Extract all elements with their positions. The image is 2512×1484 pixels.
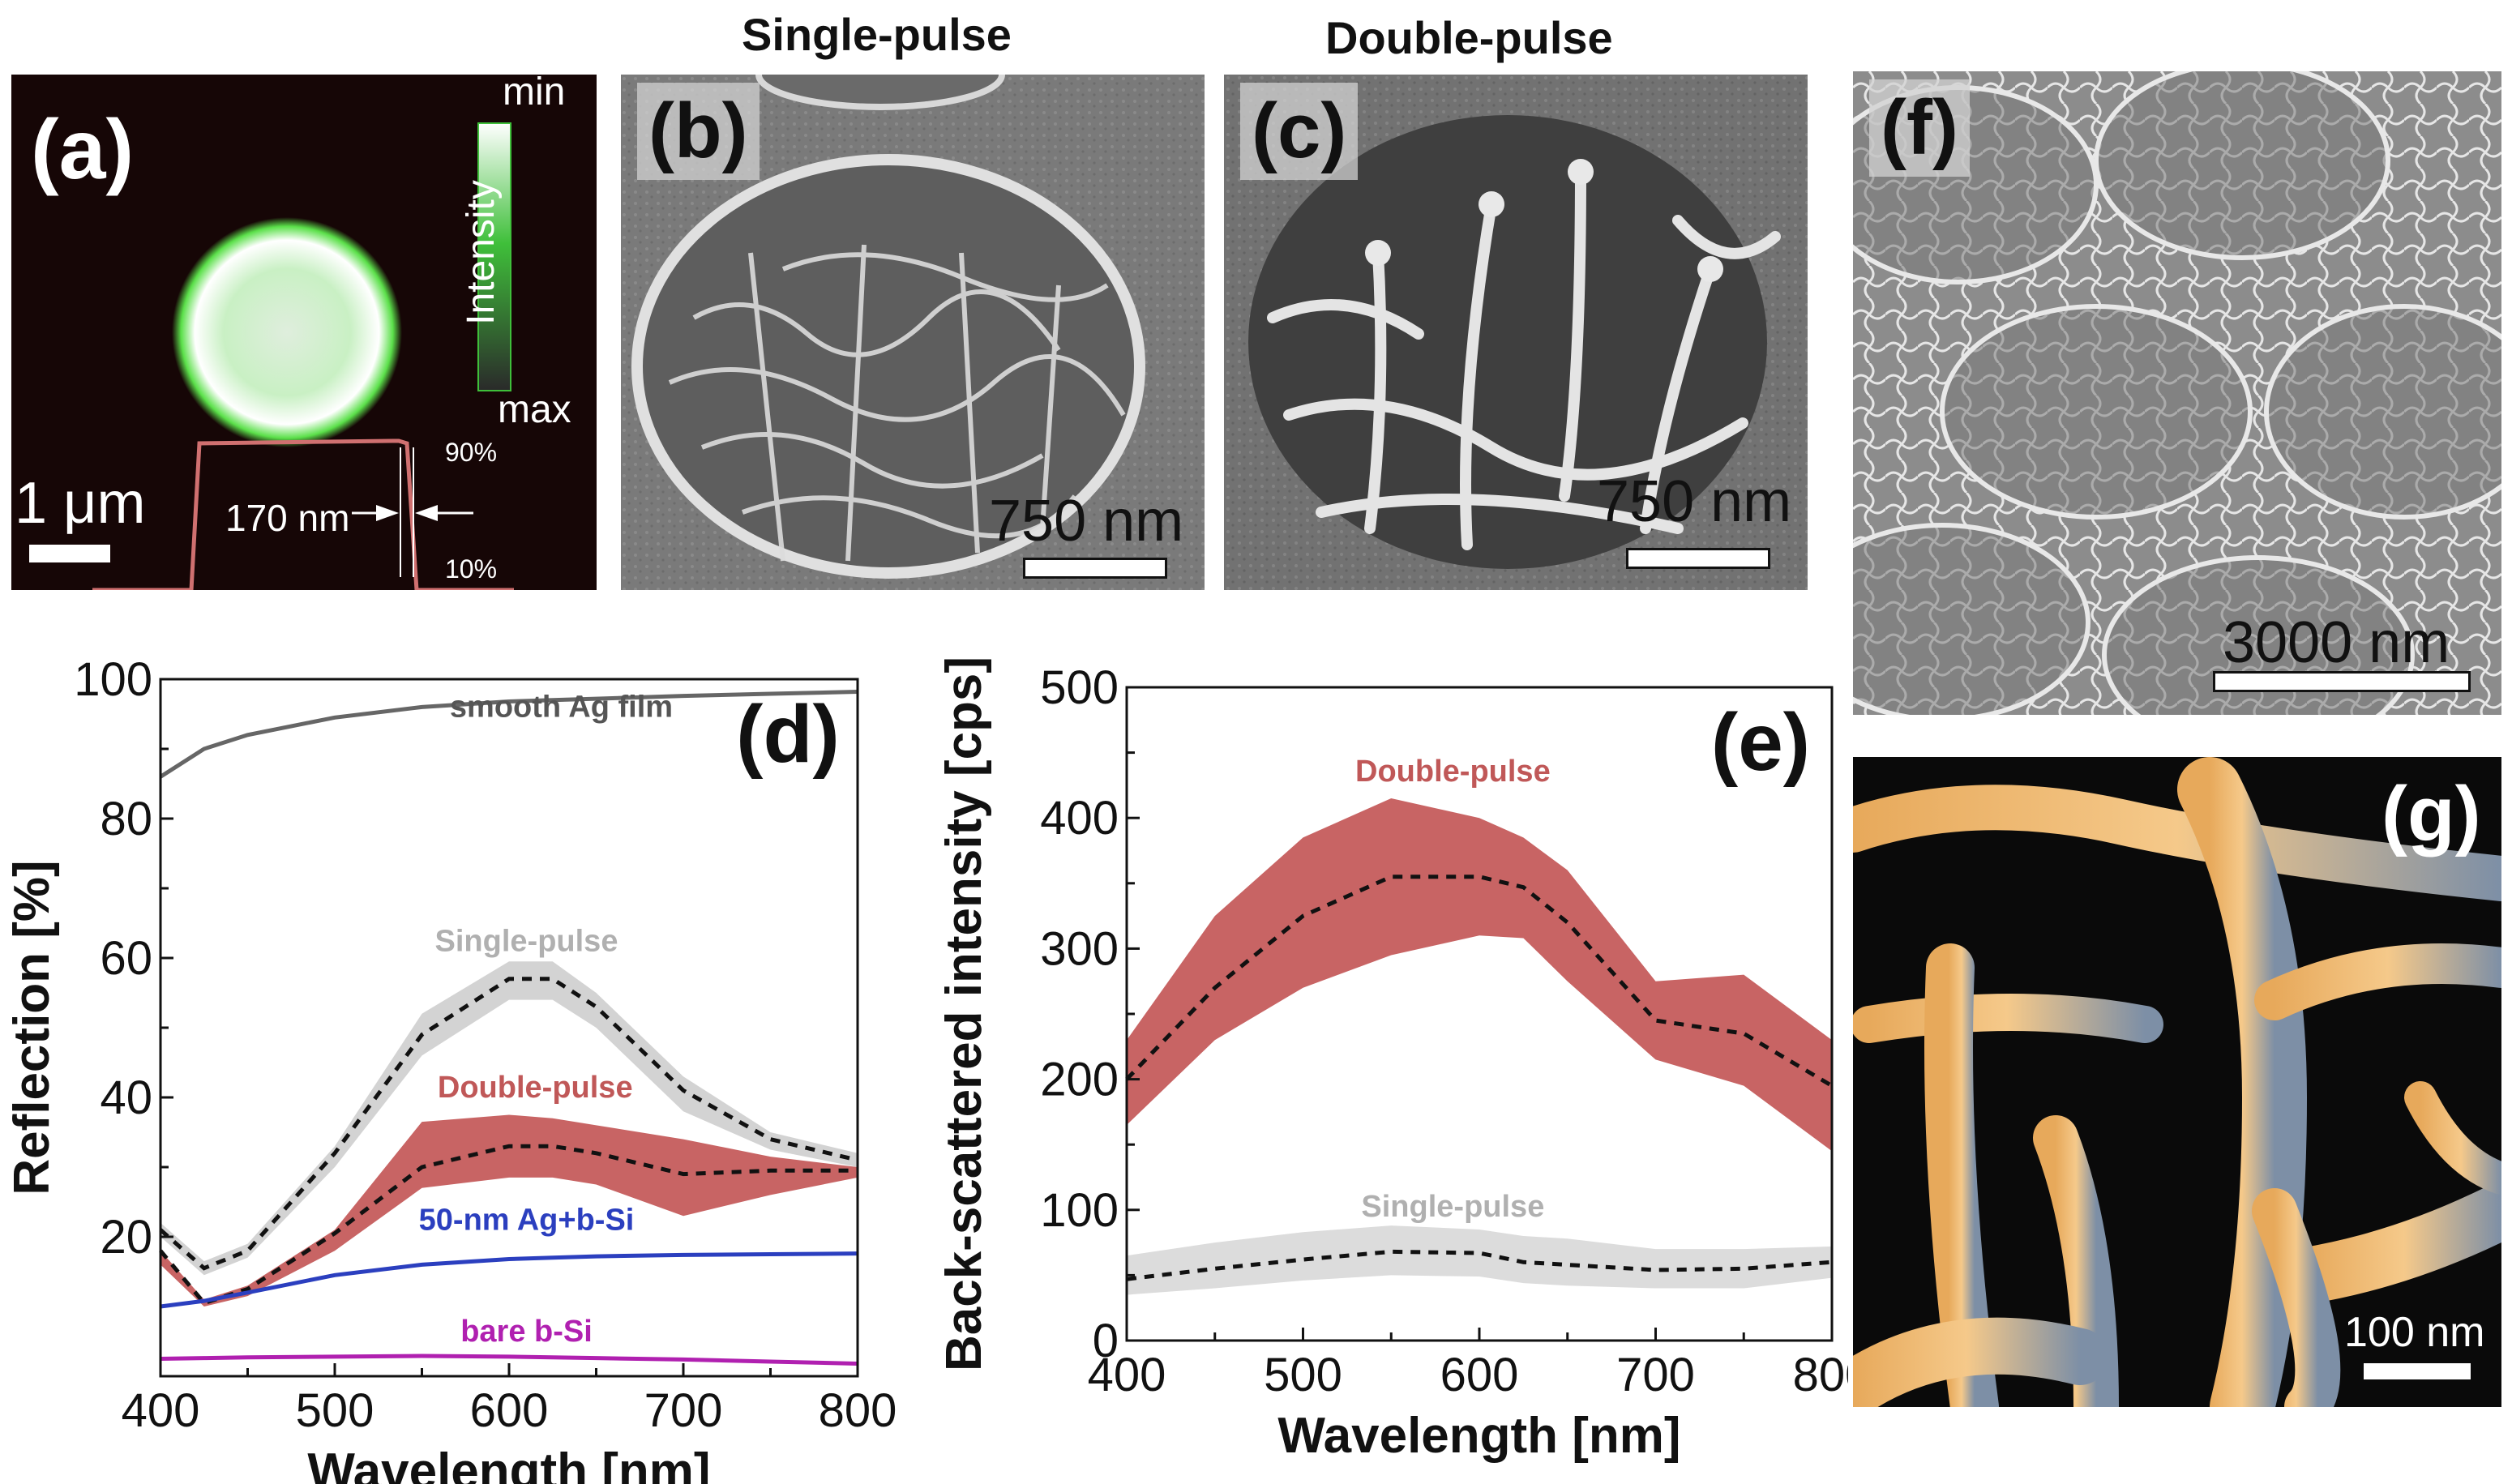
panel-c-graphic [1224,75,1808,590]
x-tick-label-700: 700 [644,1384,723,1437]
panel-c-sem-double-pulse: (c) 750 nm [1224,75,1808,590]
y-tick-label-40: 40 [100,1071,152,1124]
y-tick-label-60: 60 [100,932,152,985]
focal-spot [172,217,402,447]
y-axis-label: Reflection [%] [4,860,60,1195]
label-90pct: 90% [445,438,498,467]
panel-a-intensity-map: (a) min max Intensity 1 μm 170 nm 90% 10… [11,75,597,590]
y-tick-label-500: 500 [1040,661,1119,714]
x-tick-label-500: 500 [296,1384,374,1437]
panel-g-label: (g) [2381,771,2481,857]
x-tick-label-700: 700 [1616,1349,1695,1401]
profile-width-label: 170 nm [225,497,350,539]
panel-b-scale-label: 750 nm [989,489,1184,554]
series-annotation: 50-nm Ag+b-Si [419,1203,635,1237]
y-tick-label-200: 200 [1040,1054,1119,1106]
chart-e-svg: 400 500 600 700 800 0 100 200 300 400 500 Wavelengt… [936,656,1848,1464]
label-10pct: 10% [445,554,498,584]
panel-g-scale-label: 100 nm [2344,1309,2485,1356]
series-annotation: Single-pulse [435,924,618,958]
series-annotation: bare b-Si [460,1315,593,1349]
x-tick-label-400: 400 [1088,1349,1166,1401]
series-line-bare-b-si [160,1354,858,1366]
series-annotation: Double-pulse [1355,755,1551,789]
band-single-pulse [1127,1225,1832,1295]
y-tick-label-100: 100 [74,653,152,706]
y-tick-label-400: 400 [1040,792,1119,845]
panel-a-label: (a) [31,103,135,197]
panel-f-scale-bar [2213,671,2471,692]
series-line-single-pulse [1126,1249,1833,1281]
panel-g-3d-render: (g) 100 nm [1853,757,2501,1407]
panel-label: (e) [1711,697,1810,788]
panel-c-scale-bar [1626,548,1770,569]
x-axis-label: Wavelength [nm] [1277,1408,1680,1464]
chart-d-svg: 400 500 600 700 800 20 40 60 80 100 Wavelength [nm… [4,653,897,1484]
series-line-single-pulse [159,977,858,1271]
colorbar-min-label: min [503,75,566,113]
colorbar [477,122,511,391]
panel-c-scale-label: 750 nm [1597,469,1792,534]
header-single-pulse: Single-pulse [742,9,1012,60]
y-tick-label-100: 100 [1040,1184,1119,1237]
band-double-pulse [1127,798,1832,1152]
series-annotation: Double-pulse [438,1071,633,1105]
scale-bar-1um [29,545,110,562]
x-tick-label-800: 800 [819,1384,897,1437]
panel-f-sem-array: (f) 3000 nm [1853,71,2501,715]
y-tick-label-80: 80 [100,793,152,845]
colorbar-title: Intensity [459,180,503,325]
panel-g-scale-bar [2364,1363,2471,1379]
panel-f-label: (f) [1869,79,1970,177]
x-tick-label-600: 600 [1440,1349,1519,1401]
panel-a-graphic [29,122,514,590]
panel-b-scale-bar [1023,558,1167,579]
series-line-smooth-ag-film [159,689,858,779]
x-tick-label-600: 600 [470,1384,549,1437]
panel-label: (d) [736,689,840,780]
series-annotation: smooth Ag film [450,690,673,724]
panel-g-graphic [1853,757,2501,1407]
y-tick-label-300: 300 [1040,922,1119,975]
plot-frame [159,678,859,1378]
intensity-profile-line [92,438,514,590]
panel-b-label: (b) [637,83,760,180]
x-tick-label-800: 800 [1793,1349,1848,1401]
band-single-pulse [160,961,858,1276]
y-tick-label-20: 20 [100,1211,152,1264]
chart-d: 400 500 600 700 800 20 40 60 80 100 Wavelength [nm… [0,640,908,1484]
x-tick-label-400: 400 [122,1384,200,1437]
series-annotation: Single-pulse [1361,1190,1544,1224]
series-line-50-nm-ag-b-si [160,1251,858,1309]
x-tick-label-500: 500 [1264,1349,1342,1401]
chart-e: 400 500 600 700 800 0 100 200 300 400 500 Wavelengt… [924,624,1848,1484]
panel-f-graphic [1853,71,2501,715]
panel-f-scale-label: 3000 nm [2223,610,2450,675]
panel-a-scale-label: 1 μm [15,471,146,536]
series-line-double-pulse [1125,875,1834,1088]
band-double-pulse [160,1114,858,1307]
y-tick-label-0: 0 [1093,1315,1119,1367]
y-axis-label: Back-scattered intensity [cps] [936,656,992,1371]
panel-b-sem-single-pulse: (b) 750 nm [621,75,1205,590]
header-double-pulse: Double-pulse [1325,12,1613,63]
colorbar-max-label: max [498,388,571,431]
panel-c-label: (c) [1240,83,1359,180]
x-axis-label: Wavelength [nm] [307,1443,710,1484]
